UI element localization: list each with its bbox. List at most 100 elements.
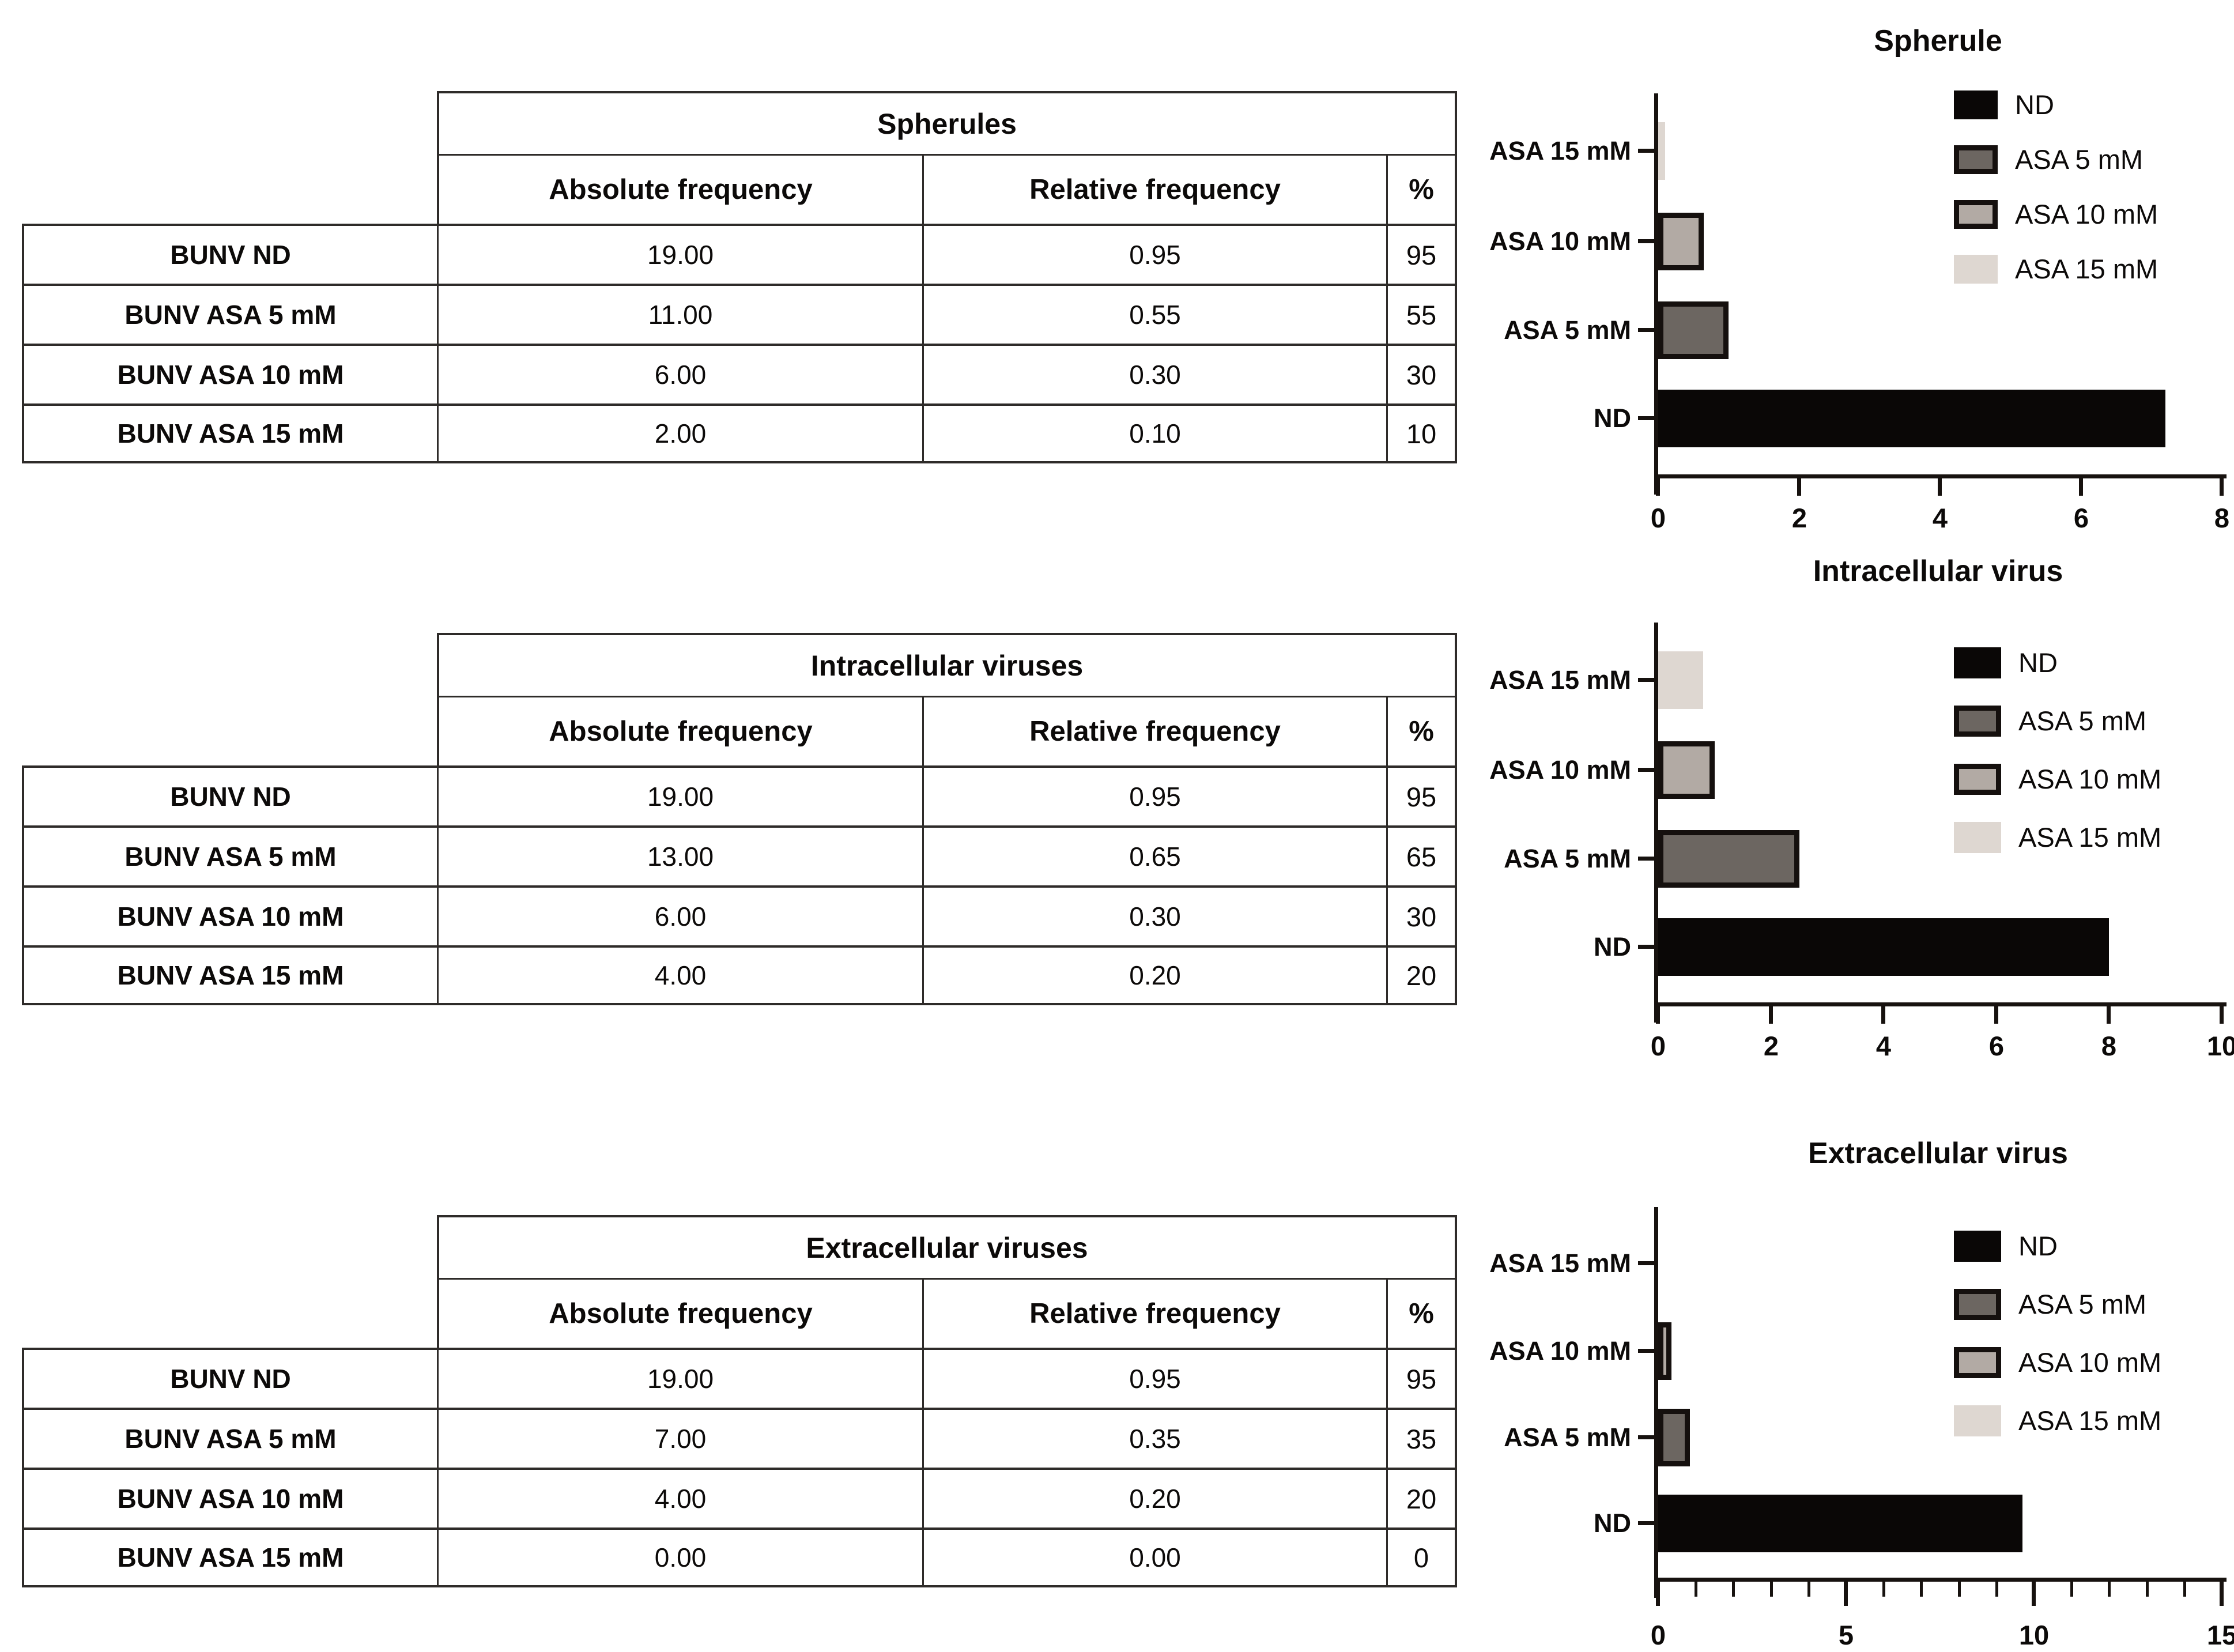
frequency-table: Spherules Absolute frequency Relative freq… [22,91,1457,463]
x-axis-line [1654,1002,2227,1006]
category-label: ASA 10 mM [1489,755,1631,784]
table-cell: 0.35 [922,1408,1386,1468]
table-cell: 95 [1386,1348,1457,1408]
x-tick [1656,1006,1660,1024]
x-tick [2107,1006,2111,1024]
y-tick [1638,1521,1654,1525]
y-tick [1638,768,1654,772]
x-minor-tick [1770,1582,1773,1597]
table-cell: 0.95 [922,765,1386,825]
legend-item: ASA 5 mM [1954,1288,2161,1320]
legend-item: ND [1954,89,2158,120]
x-tick [1656,478,1660,496]
table-cell: 6.00 [437,885,922,945]
bar-nd [1658,1495,2022,1552]
table-cell: 19.00 [437,765,922,825]
x-tick-label: 0 [1650,1620,1666,1650]
bar-asa-15-mm [1658,122,1665,180]
legend-label: ASA 5 mM [2018,1289,2147,1319]
legend-item: ASA 15 mM [1954,253,2158,285]
table-cell: 0.55 [922,284,1386,344]
category-label: ND [1594,932,1631,961]
table-cell: 0.30 [922,885,1386,945]
x-axis-line [1654,1578,2227,1582]
table-cell: 0.20 [922,1468,1386,1527]
x-minor-tick [1695,1582,1697,1597]
table-cell: 20 [1386,945,1457,1005]
category-label: ASA 5 mM [1504,315,1631,345]
x-minor-tick [2146,1582,2149,1597]
table-cell: 4.00 [437,945,922,1005]
table-cell: 55 [1386,284,1457,344]
table-cell: 0 [1386,1527,1457,1587]
category-label: ASA 15 mM [1489,665,1631,695]
x-tick [1769,1006,1773,1024]
table-cell: 30 [1386,885,1457,945]
legend-swatch [1954,145,1998,174]
y-axis-line [1654,623,1658,1023]
table-cell: 13.00 [437,825,922,885]
bar-asa-10-mm [1658,741,1715,799]
table-row-label: BUNV ASA 15 mM [22,945,437,1005]
y-axis-line [1654,93,1658,495]
column-header-percent: % [1386,697,1457,765]
column-header-relative-frequency: Relative frequency [922,1280,1386,1348]
legend-label: ASA 15 mM [2018,1405,2162,1436]
legend-swatch [1954,821,2001,853]
table-corner-blank [22,1280,437,1348]
x-minor-tick [1882,1582,1885,1597]
frequency-table: Intracellular viruses Absolute frequency R… [22,633,1457,1005]
table-title: Intracellular viruses [437,633,1457,697]
x-tick [2220,478,2224,496]
x-tick-label: 6 [1988,1031,2005,1061]
legend-swatch [1954,763,2001,795]
y-axis-line [1654,1207,1658,1598]
column-header-relative-frequency: Relative frequency [922,697,1386,765]
x-tick-label: 4 [1875,1031,1892,1061]
legend-label: ND [2018,647,2058,678]
bar-nd [1658,390,2165,447]
x-minor-tick [2108,1582,2111,1597]
x-tick [1994,1006,1998,1024]
y-tick [1638,149,1654,153]
table-row-label: BUNV ASA 5 mM [22,1408,437,1468]
legend-swatch [1954,1405,2001,1436]
x-tick-label: 10 [2206,1031,2234,1061]
column-header-absolute-frequency: Absolute frequency [437,697,922,765]
table-title: Spherules [437,91,1457,156]
table-cell: 95 [1386,224,1457,284]
legend-label: ND [2015,89,2054,120]
category-label: ASA 5 mM [1504,844,1631,873]
x-minor-tick [1732,1582,1735,1597]
y-tick [1638,239,1654,243]
legend-item: ASA 5 mM [1954,144,2158,175]
frequency-table: Extracellular viruses Absolute frequency R… [22,1215,1457,1587]
legend-item: ASA 10 mM [1954,198,2158,230]
x-tick-label: 2 [1763,1031,1779,1061]
legend-label: ASA 10 mM [2018,1347,2162,1378]
chart-legend: ND ASA 5 mM ASA 10 mM ASA 15 mM [1954,647,2161,880]
legend-item: ASA 10 mM [1954,1347,2161,1378]
column-header-absolute-frequency: Absolute frequency [437,156,922,224]
legend-label: ASA 5 mM [2015,144,2144,175]
x-axis-line [1654,474,2227,478]
table-cell: 19.00 [437,224,922,284]
plot-area: ND ASA 5 mM ASA 10 mM ASA 15 mM ND ASA 5 mM A… [1489,623,2234,1061]
legend-swatch [1954,647,2001,678]
x-tick [1881,1006,1885,1024]
table-cell: 0.95 [922,1348,1386,1408]
x-minor-tick [1995,1582,1998,1597]
y-tick [1638,328,1654,332]
x-minor-tick [2070,1582,2073,1597]
x-tick [1938,478,1942,496]
chart-title: Extracellular virus [1808,1137,2068,1170]
x-tick [1844,1582,1848,1606]
category-label: ASA 10 mM [1489,1336,1631,1366]
chart-legend: ND ASA 5 mM ASA 10 mM ASA 15 mM [1954,89,2158,308]
y-tick [1638,945,1654,949]
table-cell: 0.65 [922,825,1386,885]
table-cell: 30 [1386,344,1457,403]
